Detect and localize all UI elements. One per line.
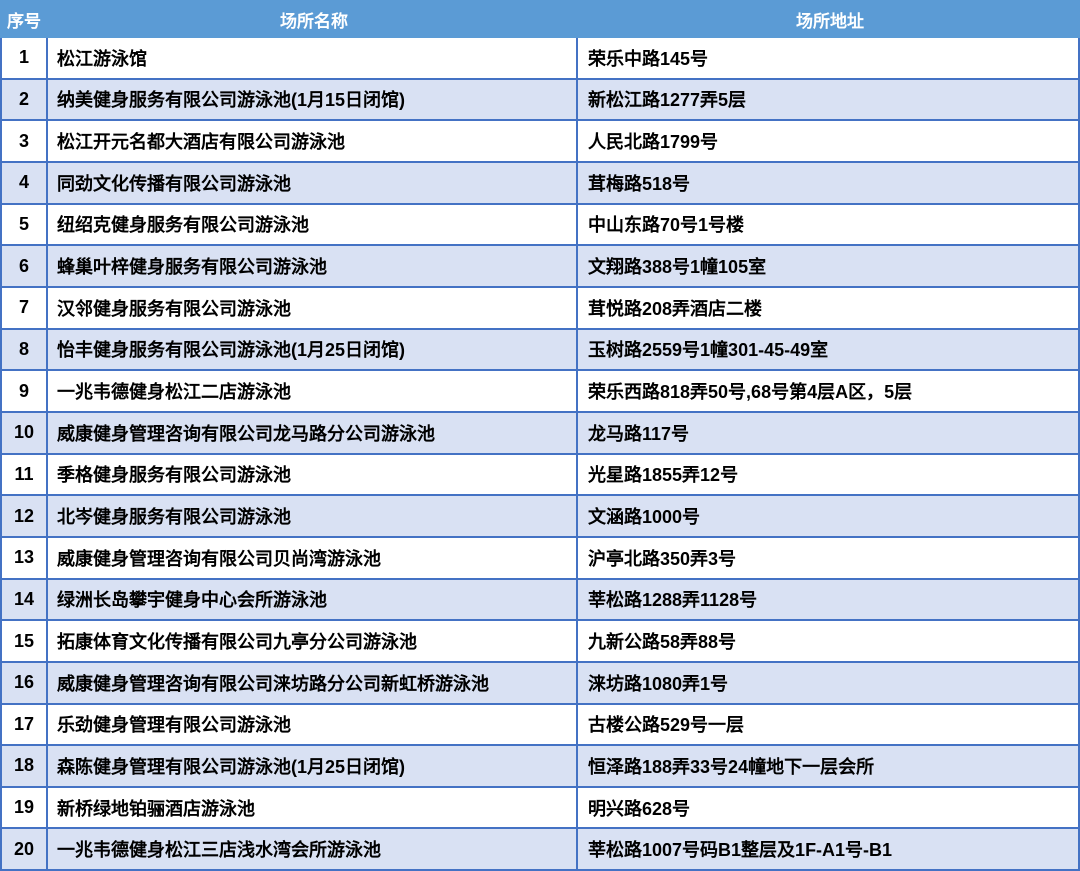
row-number-cell: 20: [2, 829, 48, 870]
table-header-row: 序号 场所名称 场所地址: [0, 0, 1080, 38]
table-row: 3 松江开元名都大酒店有限公司游泳池 人民北路1799号: [2, 121, 1078, 163]
table-row: 2 纳美健身服务有限公司游泳池(1月15日闭馆) 新松江路1277弄5层: [2, 79, 1078, 122]
table-row: 20 一兆韦德健身松江三店浅水湾会所游泳池 莘松路1007号码B1整层及1F-A…: [2, 829, 1078, 870]
row-number-cell: 14: [2, 579, 48, 620]
row-number-cell: 16: [2, 662, 48, 703]
venue-address-cell: 荣乐西路818弄50号,68号第4层A区，5层: [588, 382, 913, 403]
row-number-cell: 9: [2, 371, 48, 411]
venue-name-cell: 新桥绿地铂骊酒店游泳池: [48, 787, 578, 828]
venue-address-cell: 沪亭北路350弄3号: [588, 548, 737, 569]
venue-name-cell: 季格健身服务有限公司游泳池: [48, 454, 578, 495]
table-row: 1 松江游泳馆 荣乐中路145号: [2, 38, 1078, 80]
row-number-cell: 3: [2, 121, 48, 161]
venue-name-cell: 松江开元名都大酒店有限公司游泳池: [48, 121, 578, 161]
table-row: 10 威康健身管理咨询有限公司龙马路分公司游泳池 龙马路117号: [2, 412, 1078, 455]
column-header-address: 场所地址: [796, 11, 864, 31]
venue-name-cell: 纽绍克健身服务有限公司游泳池: [48, 204, 578, 245]
venue-address-cell: 玉树路2559号1幢301-45-49室: [588, 340, 829, 361]
row-number-cell: 18: [2, 746, 48, 786]
row-number-cell: 12: [2, 496, 48, 536]
column-header-name: 场所名称: [280, 11, 348, 31]
venue-address-cell: 莘松路1288弄1128号: [588, 590, 758, 611]
table-row: 18 森陈健身管理有限公司游泳池(1月25日闭馆) 恒泽路188弄33号24幢地…: [2, 746, 1078, 788]
venue-address-cell: 荣乐中路145号: [588, 48, 709, 69]
table-row: 5 纽绍克健身服务有限公司游泳池 中山东路70号1号楼: [2, 204, 1078, 247]
row-number-cell: 7: [2, 287, 48, 328]
venue-name-cell: 怡丰健身服务有限公司游泳池(1月25日闭馆): [48, 329, 578, 370]
venue-address-cell: 新松江路1277弄5层: [588, 90, 747, 111]
venue-address-cell: 涞坊路1080弄1号: [588, 673, 729, 694]
row-number-cell: 19: [2, 787, 48, 828]
table-row: 9 一兆韦德健身松江二店游泳池 荣乐西路818弄50号,68号第4层A区，5层: [2, 371, 1078, 413]
venue-name-cell: 威康健身管理咨询有限公司涞坊路分公司新虹桥游泳池: [48, 662, 578, 703]
table-row: 11 季格健身服务有限公司游泳池 光星路1855弄12号: [2, 454, 1078, 497]
venue-name-cell: 威康健身管理咨询有限公司龙马路分公司游泳池: [48, 412, 578, 453]
row-number-cell: 6: [2, 246, 48, 286]
row-number-cell: 17: [2, 704, 48, 745]
table-row: 15 拓康体育文化传播有限公司九亭分公司游泳池 九新公路58弄88号: [2, 621, 1078, 663]
table-row: 14 绿洲长岛攀宇健身中心会所游泳池 莘松路1288弄1128号: [2, 579, 1078, 622]
row-number-cell: 2: [2, 79, 48, 120]
row-number-cell: 1: [2, 38, 48, 78]
venue-name-cell: 北岑健身服务有限公司游泳池: [48, 496, 578, 536]
venue-name-cell: 拓康体育文化传播有限公司九亭分公司游泳池: [48, 621, 578, 661]
column-header-no: 序号: [7, 11, 41, 31]
row-number-cell: 10: [2, 412, 48, 453]
row-number-cell: 8: [2, 329, 48, 370]
venue-name-cell: 松江游泳馆: [48, 38, 578, 78]
venue-address-cell: 文涵路1000号: [588, 507, 701, 528]
venue-name-cell: 一兆韦德健身松江二店游泳池: [48, 371, 578, 411]
venue-address-cell: 莘松路1007号码B1整层及1F-A1号-B1: [588, 840, 893, 861]
row-number-cell: 13: [2, 537, 48, 578]
venue-address-cell: 九新公路58弄88号: [588, 632, 737, 653]
venue-name-cell: 蜂巢叶梓健身服务有限公司游泳池: [48, 246, 578, 286]
venue-address-cell: 恒泽路188弄33号24幢地下一层会所: [588, 756, 875, 777]
venue-address-cell: 明兴路628号: [588, 798, 691, 819]
table-body: 1 松江游泳馆 荣乐中路145号 2 纳美健身服务有限公司游泳池(1月15日闭馆…: [0, 38, 1080, 871]
venue-address-cell: 中山东路70号1号楼: [588, 215, 745, 236]
venue-name-cell: 绿洲长岛攀宇健身中心会所游泳池: [48, 579, 578, 620]
row-number-cell: 15: [2, 621, 48, 661]
venue-name-cell: 同劲文化传播有限公司游泳池: [48, 162, 578, 203]
row-number-cell: 5: [2, 204, 48, 245]
venue-name-cell: 汉邻健身服务有限公司游泳池: [48, 287, 578, 328]
venue-address-cell: 茸悦路208弄酒店二楼: [588, 298, 763, 319]
venue-address-cell: 茸梅路518号: [588, 173, 691, 194]
venue-address-cell: 光星路1855弄12号: [588, 465, 739, 486]
venue-address-cell: 文翔路388号1幢105室: [588, 257, 767, 278]
venue-name-cell: 乐劲健身管理有限公司游泳池: [48, 704, 578, 745]
table-row: 13 威康健身管理咨询有限公司贝尚湾游泳池 沪亭北路350弄3号: [2, 537, 1078, 580]
row-number-cell: 11: [2, 454, 48, 495]
venue-address-cell: 人民北路1799号: [588, 132, 719, 153]
table-row: 7 汉邻健身服务有限公司游泳池 茸悦路208弄酒店二楼: [2, 287, 1078, 330]
table-row: 12 北岑健身服务有限公司游泳池 文涵路1000号: [2, 496, 1078, 538]
venue-name-cell: 纳美健身服务有限公司游泳池(1月15日闭馆): [48, 79, 578, 120]
table-row: 17 乐劲健身管理有限公司游泳池 古楼公路529号一层: [2, 704, 1078, 747]
table-row: 19 新桥绿地铂骊酒店游泳池 明兴路628号: [2, 787, 1078, 830]
venue-address-cell: 龙马路117号: [588, 423, 690, 444]
table-row: 4 同劲文化传播有限公司游泳池 茸梅路518号: [2, 162, 1078, 205]
venue-name-cell: 威康健身管理咨询有限公司贝尚湾游泳池: [48, 537, 578, 578]
venue-name-cell: 一兆韦德健身松江三店浅水湾会所游泳池: [48, 829, 578, 870]
venue-address-cell: 古楼公路529号一层: [588, 715, 745, 736]
table-row: 8 怡丰健身服务有限公司游泳池(1月25日闭馆) 玉树路2559号1幢301-4…: [2, 329, 1078, 372]
table-row: 16 威康健身管理咨询有限公司涞坊路分公司新虹桥游泳池 涞坊路1080弄1号: [2, 662, 1078, 705]
row-number-cell: 4: [2, 162, 48, 203]
venue-name-cell: 森陈健身管理有限公司游泳池(1月25日闭馆): [48, 746, 578, 786]
table-row: 6 蜂巢叶梓健身服务有限公司游泳池 文翔路388号1幢105室: [2, 246, 1078, 288]
